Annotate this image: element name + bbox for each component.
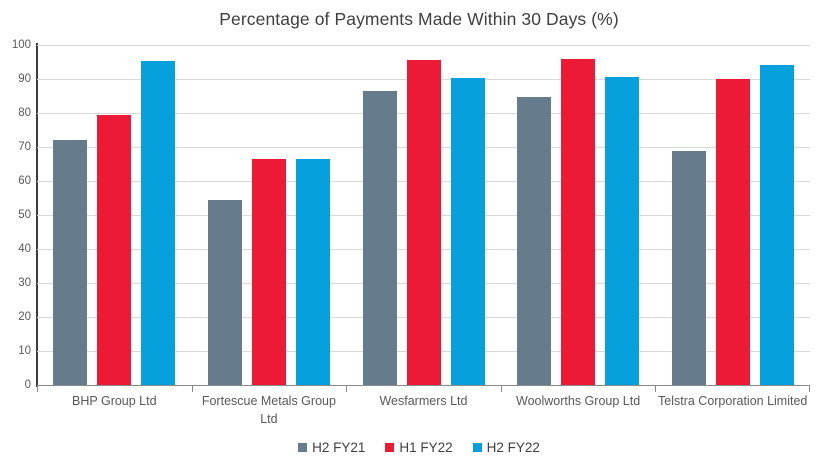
bar <box>362 91 397 385</box>
y-axis-tick-label: 60 <box>18 175 31 187</box>
bar <box>450 77 485 385</box>
x-axis-category-label: Telstra Corporation Limited <box>658 394 808 408</box>
y-axis-tick-label: 10 <box>18 345 31 357</box>
bar <box>561 58 596 385</box>
x-axis-baseline <box>37 385 810 386</box>
x-axis-tick <box>37 385 38 392</box>
bar <box>759 64 794 385</box>
bar <box>605 76 640 385</box>
y-axis-tick-label: 100 <box>11 39 31 51</box>
x-axis-tick <box>346 385 348 392</box>
y-axis-tick-label: 30 <box>18 277 31 289</box>
y-axis-labels: 0 10 20 30 40 50 60 70 80 90 100 <box>0 39 31 391</box>
y-axis-tick-label: 50 <box>18 209 31 221</box>
bar <box>251 158 286 385</box>
y-axis-tick-label: 80 <box>18 107 31 119</box>
bar <box>207 200 242 385</box>
y-axis-tick-label: 90 <box>18 73 31 85</box>
y-axis-tick-label: 70 <box>18 141 31 153</box>
x-axis-category-label: Wesfarmers Ltd <box>379 394 468 408</box>
chart-legend: H2 FY21 H1 FY22 H2 FY22 <box>0 440 838 455</box>
bar <box>295 158 330 385</box>
legend-item[interactable]: H2 FY21 <box>298 440 365 455</box>
x-axis-tick <box>655 385 657 392</box>
bars-layer <box>37 45 810 385</box>
x-axis-tick <box>500 385 502 392</box>
legend-label: H2 FY21 <box>312 440 366 455</box>
legend-item[interactable]: H2 FY22 <box>472 440 540 455</box>
x-axis-labels: BHP Group Ltd Fortescue Metals Group Ltd W… <box>37 392 810 436</box>
bar <box>53 140 88 385</box>
gridline <box>37 45 810 46</box>
plot-area <box>37 45 810 392</box>
x-axis-category-label: BHP Group Ltd <box>72 394 157 408</box>
legend-item[interactable]: H1 FY22 <box>385 440 453 455</box>
bar <box>97 114 132 385</box>
x-axis-category-label: Woolworths Group Ltd <box>516 394 641 408</box>
bar <box>671 150 706 385</box>
bar <box>141 61 176 385</box>
legend-swatch-icon <box>472 443 482 452</box>
bar <box>715 79 750 385</box>
chart-title: Percentage of Payments Made Within 30 Da… <box>219 9 619 29</box>
bar <box>517 96 552 385</box>
legend-label: H2 FY22 <box>486 440 540 455</box>
x-axis-category-label: Fortescue Metals Group Ltd <box>201 394 336 426</box>
bar <box>406 59 441 385</box>
legend-swatch-icon <box>298 443 308 452</box>
y-axis-tick-label: 40 <box>18 243 31 255</box>
y-axis-tick-label: 0 <box>24 379 31 391</box>
x-axis-tick <box>191 385 193 392</box>
legend-label: H1 FY22 <box>399 440 453 455</box>
y-axis-tick-label: 20 <box>18 311 31 323</box>
x-axis-ticks <box>37 45 810 392</box>
x-axis-tick <box>809 385 810 392</box>
legend-swatch-icon <box>385 443 395 452</box>
